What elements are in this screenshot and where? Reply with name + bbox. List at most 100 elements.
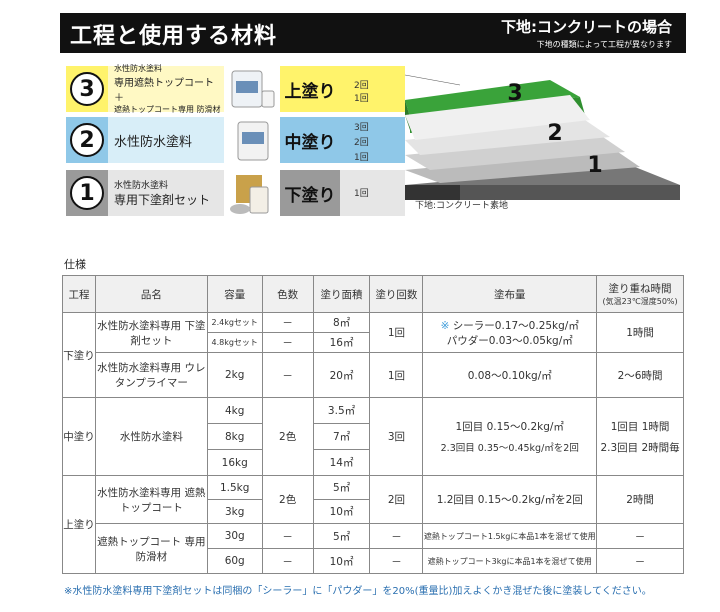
cell: 16㎡	[312, 332, 371, 353]
step-text: 水性防水塗料	[114, 181, 169, 191]
amount-cell: 1回目 0.15～0.2kg/㎡ 2.3回目 0.35～0.45kg/㎡を2回	[422, 397, 598, 476]
cell: 4.8kgセット	[206, 332, 263, 353]
product-cell: 水性防水塗料専用 遮熱トップコート	[94, 475, 208, 524]
product-cell: 水性防水塗料	[94, 397, 208, 476]
cell: 5㎡	[312, 475, 371, 500]
cell: 遮熱トップコート3kgに本品1本を混ぜて使用	[422, 548, 598, 574]
step-text: 専用遮熱トップコート ＋	[114, 78, 214, 104]
header-bar: 工程と使用する材料 下地:コンクリートの場合 下地の種類によって工程が異なります	[60, 13, 686, 53]
coat-count: 2回	[354, 81, 369, 91]
layer-label-2: 2	[547, 121, 562, 146]
product-image	[237, 121, 269, 161]
cell: 10㎡	[312, 548, 371, 574]
cell: 3回	[369, 397, 424, 476]
step-text: 遮熱トップコート専用 防滑材	[114, 105, 221, 114]
cell: －	[596, 523, 684, 549]
cell: 2時間	[596, 475, 684, 524]
base-label: 下地:コンクリート素地	[415, 201, 509, 211]
cell: 1時間	[596, 312, 684, 353]
cell: 1.2回目 0.15～0.2kg/㎡を2回	[422, 475, 598, 524]
process-cell: 下塗り	[62, 312, 96, 398]
coat-count: 3回	[354, 123, 369, 133]
col-header: 塗り重ね時間 (気温23℃湿度50%)	[596, 275, 684, 313]
layer-label-1: 1	[587, 153, 602, 178]
cell: 1.5kg	[206, 475, 263, 500]
table-header-row: 工程 品名 容量 色数 塗り面積 塗り回数 塗布量 塗り重ね時間 (気温23℃湿度…	[62, 275, 684, 313]
process-cell: 上塗り	[62, 475, 96, 574]
cell: 3.5㎡	[312, 397, 371, 424]
cell: 30g	[206, 523, 263, 549]
coat-count: 1回	[354, 153, 369, 163]
cell: 0.08～0.10kg/㎡	[422, 352, 598, 398]
table-row: 水性防水塗料専用 ウレタンプライマー 2kg － 20㎡ 1回 0.08～0.1…	[63, 352, 684, 398]
col-header: 工程	[62, 275, 96, 313]
cell: 2～6時間	[596, 352, 684, 398]
table-row: 4.8kgセット － 16㎡	[63, 332, 684, 353]
step-label: 中塗り	[280, 117, 340, 163]
step-topcoat: 3 水性防水塗料 専用遮熱トップコート ＋ 遮熱トップコート専用 防滑材 上塗り…	[66, 64, 405, 114]
layer-label-3: 3	[507, 81, 522, 106]
cell: 16kg	[206, 449, 263, 476]
substrate-note: 下地の種類によって工程が異なります	[536, 40, 672, 49]
table-row: 60g － 10㎡ － 遮熱トップコート3kgに本品1本を混ぜて使用 －	[63, 548, 684, 574]
process-cell: 中塗り	[62, 397, 96, 476]
layer-diagram: 3 2 1	[404, 74, 680, 200]
product-image	[231, 70, 275, 108]
col-header: 容量	[206, 275, 263, 313]
table-row: 上塗り 水性防水塗料専用 遮熱トップコート 1.5kg 2色 5㎡ 2回 1.2…	[62, 475, 684, 574]
cell: －	[261, 548, 314, 574]
product-cell: 水性防水塗料専用 下塗剤セット	[94, 312, 208, 353]
table-row: 遮熱トップコート 専用防滑材 30g － 5㎡ － 遮熱トップコート1.5kgに…	[63, 523, 684, 574]
cell: －	[369, 523, 424, 549]
recoat-cell: 1回目 1時間 2.3回目 2時間毎	[596, 397, 684, 476]
cell: 60g	[206, 548, 263, 574]
cell: 4kg	[206, 397, 263, 424]
step-text: 専用下塗剤セット	[114, 193, 211, 207]
product-image	[230, 175, 269, 214]
col-header: 色数	[261, 275, 314, 313]
cell: －	[596, 548, 684, 574]
step-basecoat: 1 水性防水塗料 専用下塗剤セット 下塗り 1回	[66, 170, 405, 216]
table-row: 中塗り 水性防水塗料 4kg 2色 3.5㎡ 3回 1回目 0.15～0.2kg…	[62, 397, 684, 476]
table-row: 3kg 10㎡	[63, 499, 684, 524]
cell: －	[261, 312, 314, 333]
cell: －	[261, 523, 314, 549]
col-header: 塗り面積	[312, 275, 371, 313]
col-header: 塗布量	[422, 275, 598, 313]
cell: 3kg	[206, 499, 263, 524]
cell: 8kg	[206, 423, 263, 450]
step-label: 下塗り	[280, 170, 340, 216]
step-label: 上塗り	[280, 66, 340, 112]
cell: －	[261, 332, 314, 353]
coat-count: 1回	[354, 94, 369, 104]
table-row: 下塗り 水性防水塗料専用 下塗剤セット 2.4kgセット － 8㎡ 1回 ※ シ…	[62, 312, 684, 398]
cell: 1回	[369, 312, 424, 353]
cell: 2色	[261, 397, 314, 476]
step-number: 2	[66, 117, 108, 163]
step-midcoat: 2 水性防水塗料 中塗り 3回 2回 1回	[66, 117, 405, 163]
amount-cell: ※ シーラー0.17～0.25kg/㎡ パウダー0.03～0.05kg/㎡	[422, 312, 598, 353]
substrate-title: 下地:コンクリートの場合	[501, 18, 672, 36]
step-number: 3	[66, 66, 108, 112]
product-cell: 水性防水塗料専用 ウレタンプライマー	[94, 352, 208, 398]
cell: 20㎡	[312, 352, 371, 398]
step-text: 水性防水塗料	[114, 64, 162, 73]
cell: 1回	[369, 352, 424, 398]
cell: －	[369, 548, 424, 574]
cell: 2.4kgセット	[206, 312, 263, 333]
spec-table: 工程 品名 容量 色数 塗り面積 塗り回数 塗布量 塗り重ね時間 (気温23℃湿度…	[62, 275, 684, 574]
step-text: 水性防水塗料	[114, 134, 193, 150]
cell: 2色	[261, 475, 314, 524]
coat-count: 1回	[354, 189, 369, 199]
col-header: 品名	[94, 275, 208, 313]
step-number: 1	[66, 170, 108, 216]
spec-title: 仕様	[64, 258, 86, 271]
footnote: ※水性防水塗料専用下塗剤セットは同梱の「シーラー」に「パウダー」を20%(重量比…	[64, 586, 652, 597]
page-title: 工程と使用する材料	[70, 24, 278, 49]
cell: －	[261, 352, 314, 398]
cell: 2kg	[206, 352, 263, 398]
cell: 遮熱トップコート1.5kgに本品1本を混ぜて使用	[422, 523, 598, 549]
cell: 5㎡	[312, 523, 371, 549]
cell: 7㎡	[312, 423, 371, 450]
